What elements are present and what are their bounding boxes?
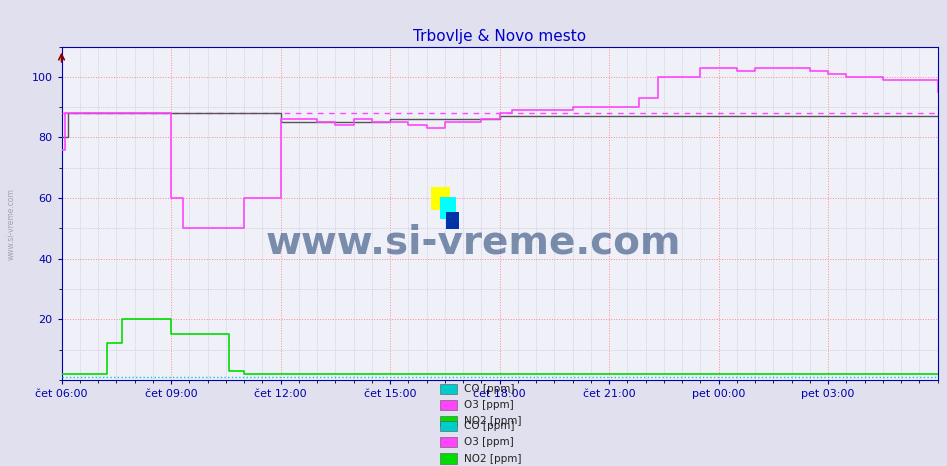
Text: NO2 [ppm]: NO2 [ppm]	[464, 453, 522, 464]
Text: CO [ppm]: CO [ppm]	[464, 421, 514, 431]
Text: NO2 [ppm]: NO2 [ppm]	[464, 416, 522, 426]
Text: CO [ppm]: CO [ppm]	[464, 384, 514, 394]
Text: www.si-vreme.com: www.si-vreme.com	[266, 223, 681, 261]
Text: www.si-vreme.com: www.si-vreme.com	[7, 188, 16, 260]
Text: O3 [ppm]: O3 [ppm]	[464, 400, 514, 410]
Text: O3 [ppm]: O3 [ppm]	[464, 437, 514, 447]
Title: Trbovlje & Novo mesto: Trbovlje & Novo mesto	[413, 29, 586, 44]
